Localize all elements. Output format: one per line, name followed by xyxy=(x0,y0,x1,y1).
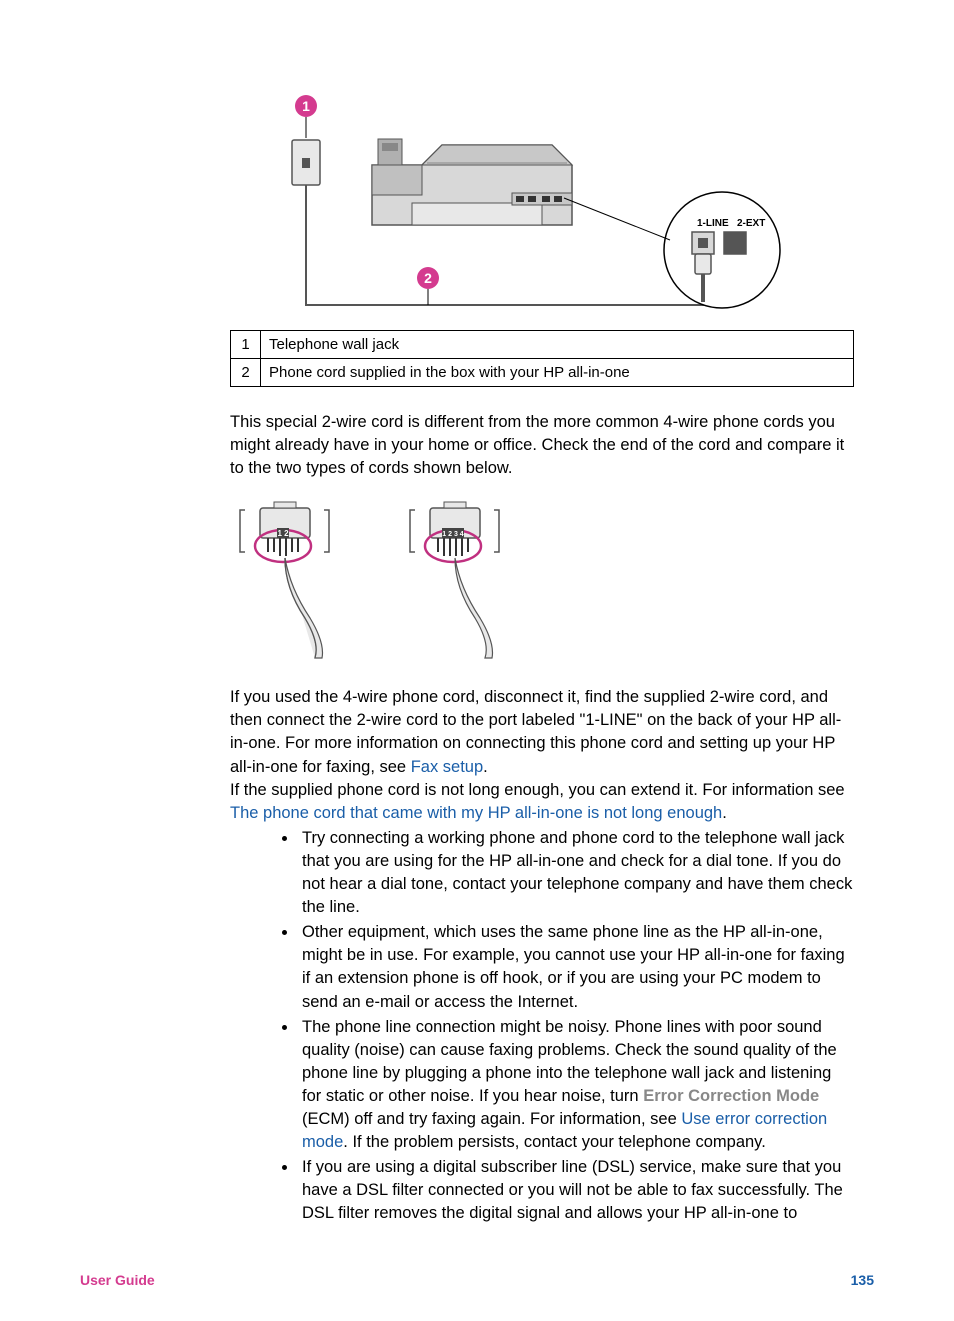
link-cord-not-long-enough[interactable]: The phone cord that came with my HP all-… xyxy=(230,804,722,822)
printer-connection-diagram: 1 2 xyxy=(230,70,854,320)
text-segment: (ECM) off and try faxing again. For info… xyxy=(302,1110,681,1128)
text-segment: If the supplied phone cord is not long e… xyxy=(230,781,845,799)
footer-page-number: 135 xyxy=(851,1271,874,1291)
list-item: If you are using a digital subscriber li… xyxy=(298,1156,854,1225)
list-item: The phone line connection might be noisy… xyxy=(298,1016,854,1155)
callout-table: 1 Telephone wall jack 2 Phone cord suppl… xyxy=(230,330,854,387)
footer-guide-label: User Guide xyxy=(80,1271,155,1291)
printer-svg: 1 2 xyxy=(282,70,802,320)
content-column: 1 2 xyxy=(230,70,854,825)
svg-text:1 2: 1 2 xyxy=(277,529,289,538)
text-segment: . xyxy=(722,804,727,822)
list-item: Try connecting a working phone and phone… xyxy=(298,827,854,919)
table-row: 1 Telephone wall jack xyxy=(231,331,854,359)
port-label-1line: 1-LINE xyxy=(697,218,729,229)
para-4wire: If you used the 4-wire phone cord, disco… xyxy=(230,686,854,825)
callout-num: 2 xyxy=(231,359,261,387)
cord-svg: 1 2 1 2 xyxy=(230,498,550,668)
callout-2-badge: 2 xyxy=(424,270,432,286)
cord-ends-diagram: 1 2 1 2 xyxy=(230,498,854,668)
table-row: 2 Phone cord supplied in the box with yo… xyxy=(231,359,854,387)
ecm-label: Error Correction Mode xyxy=(643,1087,819,1105)
text-segment: . If the problem persists, contact your … xyxy=(343,1133,766,1151)
callout-1-badge: 1 xyxy=(302,98,310,114)
four-wire-label: 1 2 3 4 xyxy=(442,531,464,538)
link-fax-setup[interactable]: Fax setup xyxy=(411,758,483,776)
page-footer: User Guide 135 xyxy=(80,1271,874,1291)
text-segment: . xyxy=(483,758,488,776)
callout-text: Telephone wall jack xyxy=(261,331,854,359)
troubleshoot-list: Try connecting a working phone and phone… xyxy=(298,827,854,1226)
callout-text: Phone cord supplied in the box with your… xyxy=(261,359,854,387)
text-segment: If you used the 4-wire phone cord, disco… xyxy=(230,688,841,775)
callout-num: 1 xyxy=(231,331,261,359)
list-item: Other equipment, which uses the same pho… xyxy=(298,921,854,1013)
port-label-2ext: 2-EXT xyxy=(737,218,765,229)
para-cord-intro: This special 2-wire cord is different fr… xyxy=(230,411,854,480)
